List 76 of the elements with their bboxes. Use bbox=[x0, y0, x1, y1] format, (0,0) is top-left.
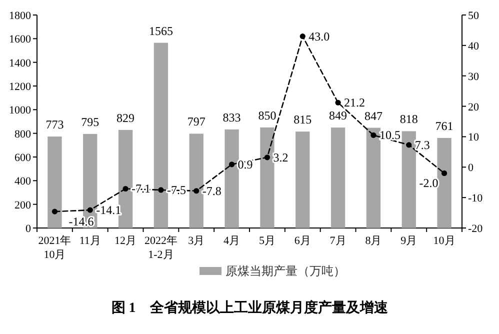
point bbox=[441, 170, 448, 176]
data-label: 1565 bbox=[148, 24, 173, 38]
y2-tick-label: 0 bbox=[468, 162, 474, 174]
data-label: 7.3 bbox=[414, 138, 430, 152]
y-tick-label: 0 bbox=[26, 223, 32, 235]
data-label: -14.6 bbox=[68, 214, 94, 229]
y-tick-label: 200 bbox=[14, 199, 32, 212]
data-label: 795 bbox=[81, 114, 100, 129]
y2-tick-label: 40 bbox=[468, 40, 480, 52]
x-tick-label: 7月 bbox=[330, 235, 346, 247]
data-label: 797 bbox=[187, 114, 206, 129]
y-tick-label: 400 bbox=[14, 176, 32, 188]
bar bbox=[154, 42, 168, 228]
y2-tick-label: 20 bbox=[468, 101, 480, 114]
point bbox=[300, 34, 306, 40]
point bbox=[158, 187, 164, 193]
point bbox=[52, 208, 58, 214]
y2-tick-label: 10 bbox=[468, 132, 480, 144]
data-label: 761 bbox=[435, 118, 454, 133]
bar bbox=[260, 127, 274, 228]
point bbox=[264, 154, 270, 160]
data-label: 21.2 bbox=[344, 96, 366, 110]
point bbox=[370, 132, 376, 138]
y2-tick-label: -10 bbox=[468, 192, 484, 205]
point bbox=[194, 188, 200, 194]
y-tick-label: 1600 bbox=[9, 34, 32, 46]
x-tick-label: 11月 bbox=[79, 235, 101, 247]
data-label: -7.8 bbox=[202, 184, 222, 198]
data-label: 847 bbox=[364, 108, 382, 123]
data-label: 833 bbox=[222, 110, 241, 124]
x-tick-label: 3月 bbox=[188, 235, 205, 247]
x-tick-label: 2021年 10月 bbox=[38, 235, 72, 261]
point bbox=[406, 142, 412, 148]
data-label: 773 bbox=[46, 118, 64, 132]
x-tick-label: 4月 bbox=[224, 235, 240, 247]
text: 图 1 全省规模以上工业原煤月度产量及增速 bbox=[111, 299, 389, 316]
data-label: 0.9 bbox=[238, 157, 253, 172]
bar bbox=[437, 138, 452, 228]
y2-tick-label: -20 bbox=[468, 223, 484, 235]
point bbox=[87, 207, 93, 213]
x-tick-label: 9月 bbox=[400, 235, 418, 247]
x-tick-label: 5月 bbox=[258, 235, 276, 247]
x-tick-label: 12月 bbox=[114, 235, 137, 247]
bar bbox=[296, 132, 310, 228]
legend-label: 原煤当期产量（万吨） bbox=[226, 264, 346, 278]
data-label: 43.0 bbox=[308, 29, 330, 44]
y2-tick-label: 50 bbox=[468, 10, 480, 22]
data-label: 829 bbox=[116, 110, 135, 125]
point bbox=[228, 162, 235, 168]
data-label: 815 bbox=[294, 112, 312, 127]
y-tick-label: 1000 bbox=[9, 104, 32, 117]
x-tick-label: 6月 bbox=[294, 235, 311, 247]
y-tick-label: 1800 bbox=[9, 10, 32, 22]
x-tick-label: 8月 bbox=[365, 235, 382, 247]
data-label: 849 bbox=[329, 108, 348, 123]
data-label: 818 bbox=[400, 112, 418, 126]
point bbox=[335, 100, 341, 106]
bar bbox=[366, 128, 381, 228]
data-label: -2.0 bbox=[419, 176, 438, 190]
point bbox=[122, 186, 128, 192]
bar bbox=[402, 131, 416, 228]
data-label: -14.1 bbox=[96, 203, 122, 218]
bar bbox=[48, 136, 62, 228]
bar bbox=[224, 129, 239, 228]
y-tick-label: 1400 bbox=[9, 57, 32, 70]
y-tick-label: 1200 bbox=[9, 81, 32, 93]
data-label: 3.2 bbox=[273, 150, 288, 164]
x-tick-label: 10月 bbox=[433, 235, 456, 247]
data-label: 850 bbox=[258, 108, 276, 122]
y2-tick-label: 30 bbox=[468, 70, 480, 83]
x-tick-label: 2022年 1-2月 bbox=[144, 235, 178, 261]
data-label: 10.5 bbox=[379, 128, 400, 142]
y-tick-label: 600 bbox=[14, 152, 32, 164]
bar bbox=[189, 134, 204, 228]
y-tick-label: 800 bbox=[14, 128, 32, 140]
bar bbox=[330, 128, 346, 228]
